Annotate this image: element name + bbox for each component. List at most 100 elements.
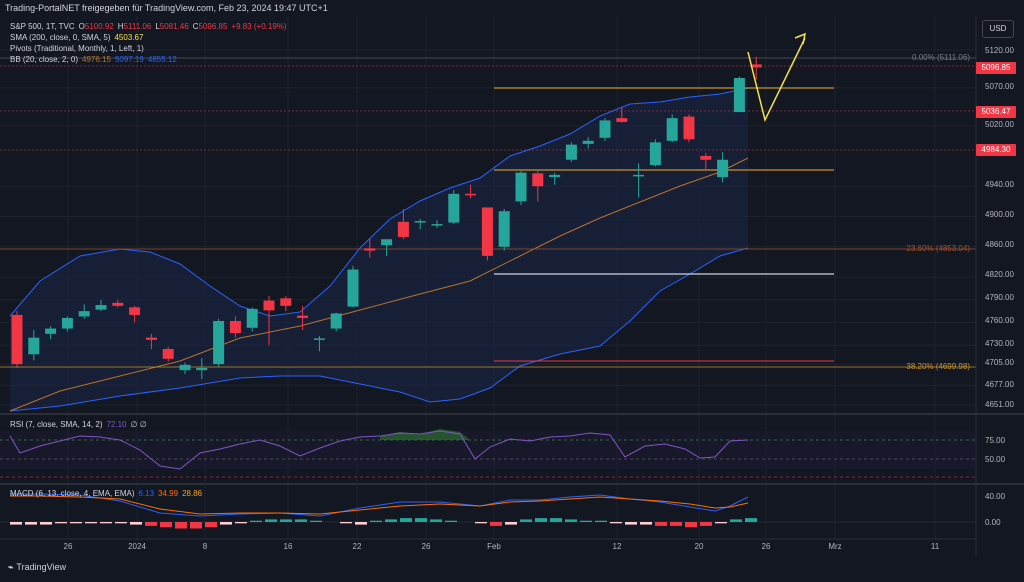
rsi-pane[interactable]: 75.00 50.00	[0, 429, 1006, 478]
currency-button[interactable]: USD	[982, 20, 1014, 38]
rsi-legend[interactable]: RSI (7, close, SMA, 14, 2) 72.10 ∅ ∅	[10, 419, 151, 430]
price-tick: 5020.00	[985, 120, 1014, 129]
rsi-overbought-fill	[380, 429, 470, 440]
candle[interactable]	[246, 308, 258, 328]
price-tick: 5070.00	[985, 82, 1014, 91]
projection-arrow[interactable]	[747, 37, 806, 123]
candle[interactable]	[616, 118, 628, 122]
pivots-legend[interactable]: Pivots (Traditional, Monthly, 1, Left, 1…	[10, 43, 148, 54]
tradingview-logo[interactable]: ⌁ TradingView	[8, 562, 66, 573]
candle[interactable]	[95, 305, 107, 310]
candle[interactable]	[45, 328, 57, 334]
candle[interactable]	[414, 221, 426, 223]
candle[interactable]	[229, 320, 241, 334]
candle[interactable]	[700, 155, 712, 160]
candle[interactable]	[515, 172, 527, 202]
candle[interactable]	[498, 211, 510, 247]
macd-hist-bar	[25, 522, 37, 525]
candle[interactable]	[112, 302, 124, 306]
ohlc-high: 5111.06	[123, 22, 152, 31]
candle[interactable]	[565, 144, 577, 160]
macd-hist-bar	[130, 522, 142, 525]
candle[interactable]	[633, 174, 645, 177]
candle[interactable]	[347, 269, 359, 307]
candle[interactable]	[78, 311, 90, 317]
candle[interactable]	[397, 221, 409, 237]
candle[interactable]	[213, 320, 225, 365]
candle[interactable]	[733, 78, 745, 113]
price-tick: 4730.00	[985, 339, 1014, 348]
footer: ⌁ TradingView	[0, 559, 1024, 577]
macd-hist-bar	[430, 519, 442, 522]
candle[interactable]	[381, 239, 393, 246]
candle[interactable]	[683, 116, 695, 140]
candle[interactable]	[297, 315, 309, 318]
chart-area[interactable]: 0.00% (5111.06) 23.60% (4853.04) 38.20% …	[0, 16, 1024, 577]
candle[interactable]	[750, 64, 762, 68]
candle[interactable]	[11, 314, 23, 365]
candle[interactable]	[28, 337, 40, 355]
macd-axis-tick: 0.00	[985, 518, 1001, 527]
bb-legend[interactable]: BB (20, close, 2, 0) 4976.15 5097.19 4855.1…	[10, 54, 181, 65]
time-tick: 11	[931, 542, 940, 551]
candle[interactable]	[666, 118, 678, 141]
candle[interactable]	[263, 300, 275, 311]
candle[interactable]	[465, 193, 477, 196]
macd-pane[interactable]: 40.00 0.00	[0, 492, 1006, 529]
macd-hist-bar	[670, 522, 682, 526]
sma-value: 4503.67	[114, 33, 144, 42]
candle[interactable]	[196, 367, 208, 371]
time-tick: 22	[353, 542, 362, 551]
macd-hist-bar	[100, 522, 112, 524]
macd-hist-bar	[40, 522, 52, 525]
candle[interactable]	[179, 364, 191, 371]
candle[interactable]	[431, 224, 443, 226]
time-tick: 2024	[128, 542, 146, 551]
candle[interactable]	[649, 142, 661, 166]
bb-basis-value: 4976.15	[82, 55, 111, 64]
price-label-4984: 4984.30	[976, 144, 1016, 156]
candle[interactable]	[364, 248, 376, 251]
time-axis[interactable]: 26 2024 8 16 22 26 Feb 12 20 26 Mrz 11	[64, 542, 940, 551]
candle[interactable]	[448, 193, 460, 223]
candle[interactable]	[145, 337, 157, 340]
chart-svg[interactable]: 0.00% (5111.06) 23.60% (4853.04) 38.20% …	[0, 16, 1024, 577]
macd-axis-tick: 40.00	[985, 492, 1006, 501]
time-tick: 12	[613, 542, 622, 551]
candle[interactable]	[717, 159, 729, 178]
macd-hist-bar	[10, 522, 22, 525]
bb-lower-value: 4855.12	[147, 55, 177, 64]
candle[interactable]	[162, 348, 174, 359]
candle[interactable]	[330, 313, 342, 329]
macd-legend[interactable]: MACD (6, 13, close, 4, EMA, EMA) 6.13 34.9…	[10, 488, 206, 499]
fib-label-0: 0.00% (5111.06)	[912, 53, 970, 62]
window-title: Trading-PortalNET freigegeben für Tradin…	[5, 3, 328, 13]
macd-hist-bar	[280, 519, 292, 522]
main-legend[interactable]: S&P 500, 1T, TVC O5100.92 H5111.06 L5081.46…	[10, 21, 291, 32]
candles-group[interactable]	[11, 56, 762, 380]
time-tick: Feb	[487, 542, 501, 551]
macd-histogram	[10, 518, 757, 529]
tradingview-icon: ⌁	[8, 562, 14, 572]
candle[interactable]	[280, 298, 292, 306]
candle[interactable]	[532, 173, 544, 187]
macd-hist-bar	[160, 522, 172, 528]
candle[interactable]	[549, 174, 561, 178]
macd-line	[10, 493, 749, 517]
fib-label-382: 38.20% (4699.98)	[906, 362, 970, 371]
macd-hist-bar	[175, 522, 187, 529]
price-tick: 4651.00	[985, 400, 1014, 409]
candle[interactable]	[313, 338, 325, 340]
macd-hist-bar	[340, 522, 352, 524]
price-axis[interactable]: 5120.00 5070.00 5020.00 4940.00 4900.00 …	[985, 46, 1014, 409]
candle[interactable]	[129, 307, 141, 315]
candle[interactable]	[582, 140, 594, 144]
candle[interactable]	[61, 317, 73, 329]
ohlc-c-label: C	[192, 22, 199, 31]
macd-hist-bar	[445, 520, 457, 522]
candle[interactable]	[599, 120, 611, 138]
candle[interactable]	[481, 207, 493, 256]
sma-legend[interactable]: SMA (200, close, 0, SMA, 5) 4503.67	[10, 32, 147, 43]
price-tick: 4760.00	[985, 316, 1014, 325]
bb-upper-line	[9, 87, 749, 317]
